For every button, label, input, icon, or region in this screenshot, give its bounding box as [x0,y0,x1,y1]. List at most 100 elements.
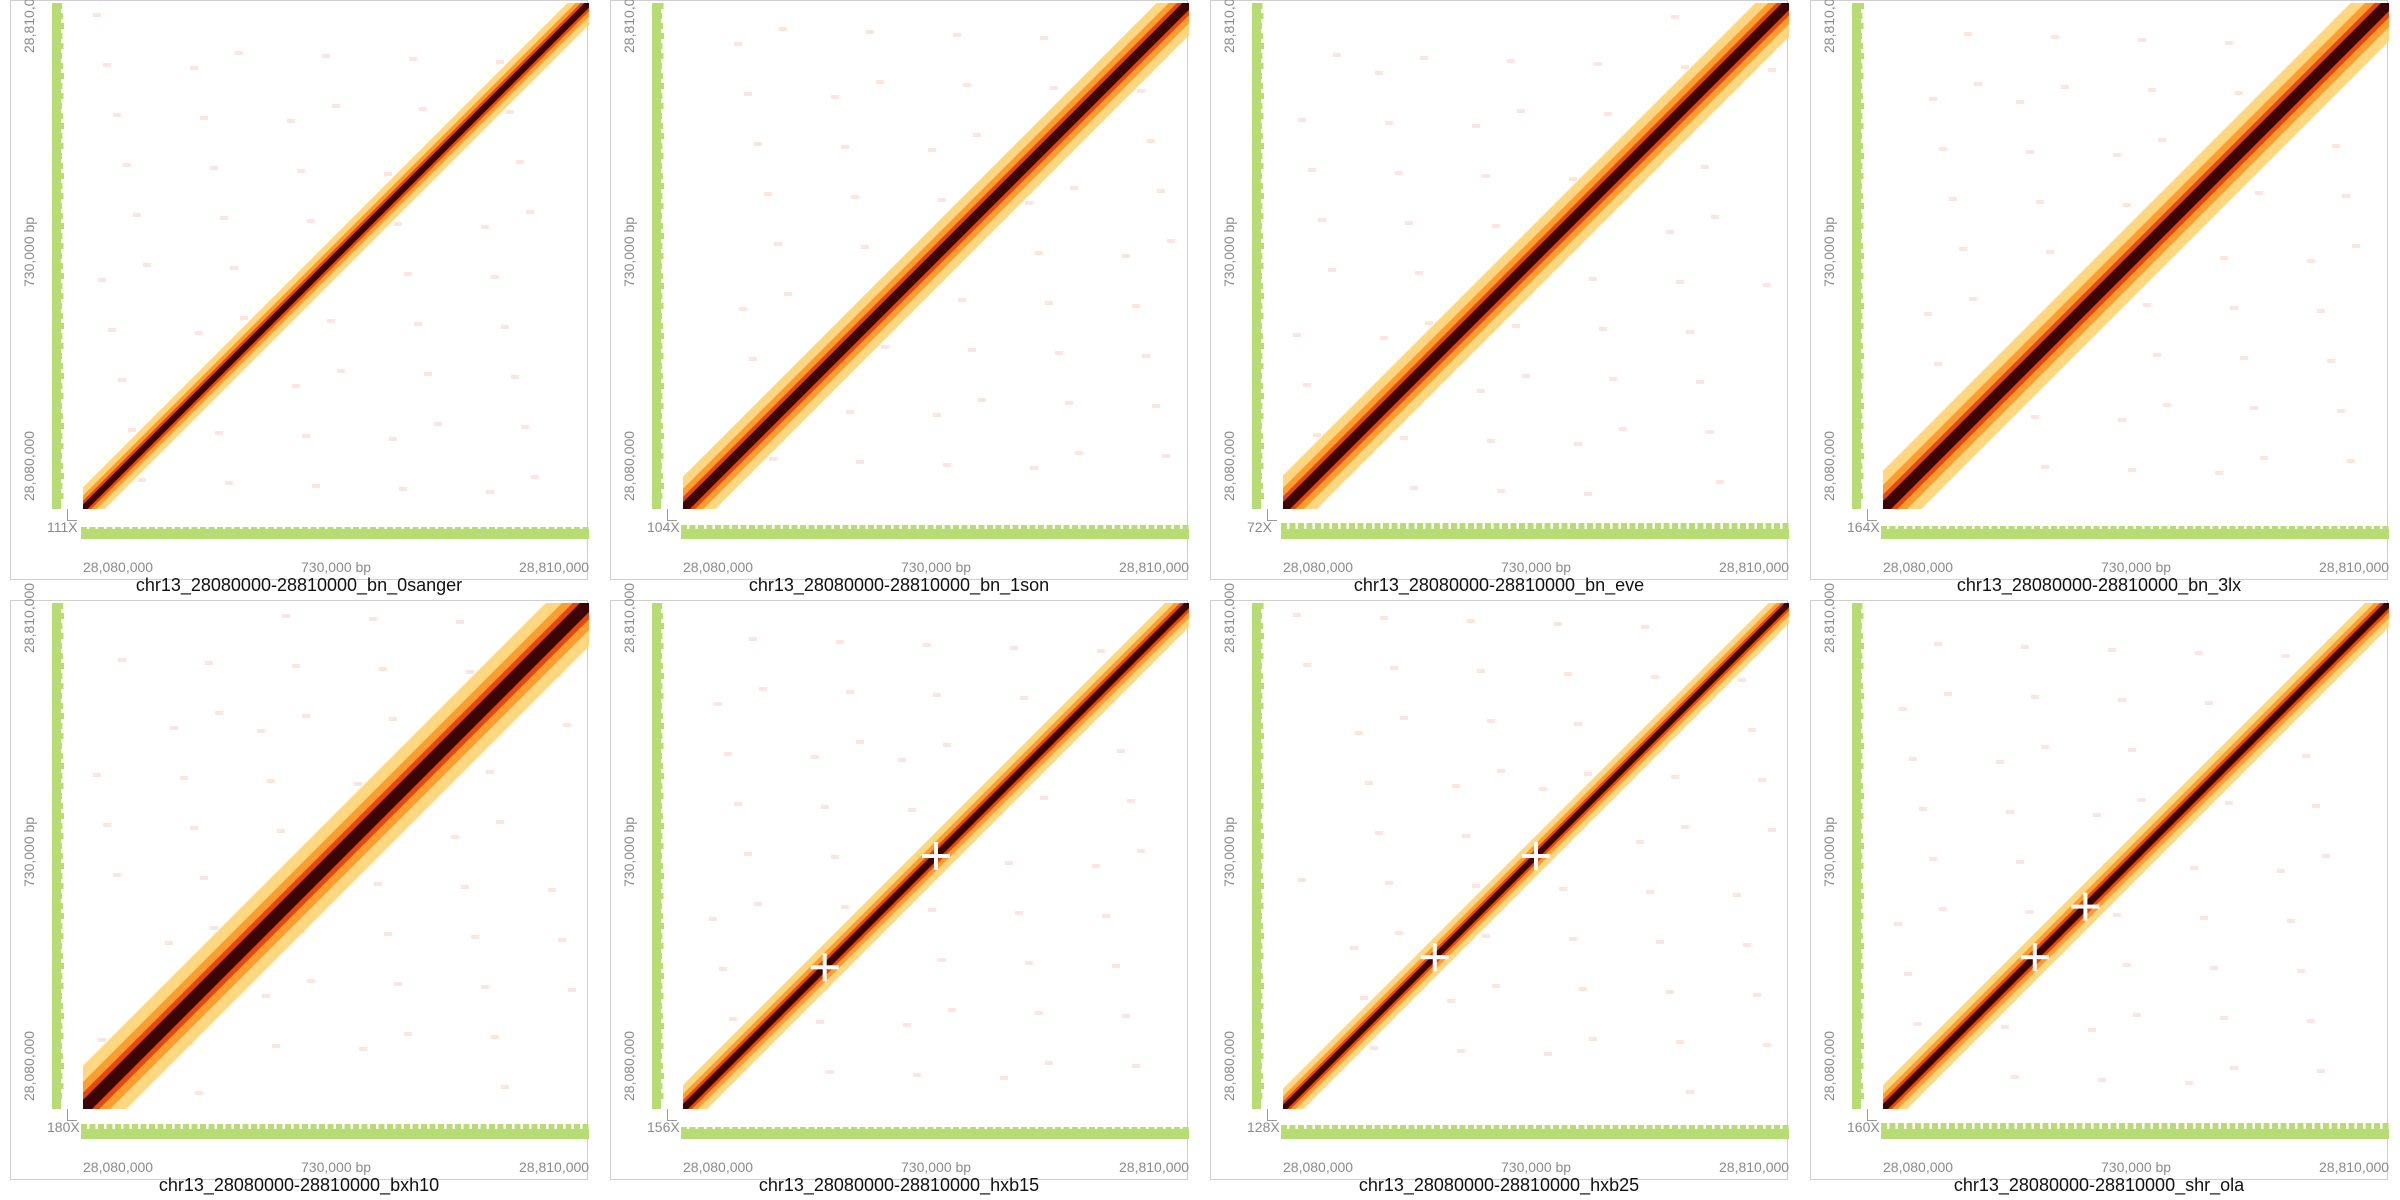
y-coverage-track [52,3,64,509]
y-axis-label-start: 28,080,000 [1221,430,1237,501]
coverage-depth-label: 104X [647,519,680,535]
axis-corner-tick [1267,509,1277,521]
x-axis-label-mid: 730,000 bp [2101,559,2172,575]
contact-heatmap[interactable] [1283,3,1789,509]
x-coverage-track [81,527,589,539]
y-axis-label-end: 28,810,000 [1821,0,1837,53]
x-axis-label-end: 28,810,000 [2319,1159,2390,1175]
x-axis-label-end: 28,810,000 [1119,559,1190,575]
x-axis-label-mid: 730,000 bp [301,559,372,575]
axis-corner-tick [667,509,677,521]
panel-title: chr13_28080000-28810000_bn_eve [1353,575,1645,595]
y-coverage-track [52,603,64,1109]
coverage-depth-label: 180X [47,1119,80,1135]
y-axis-label-end: 28,810,000 [1821,582,1837,653]
panel-frame: 28,810,000 730,000 bp 28,080,000 180X 28… [10,583,590,1180]
axis-corner-tick [1867,509,1877,521]
y-axis-label-mid: 730,000 bp [1821,816,1837,887]
y-coverage-track [652,3,664,509]
y-axis-label-end: 28,810,000 [1221,582,1237,653]
hic-panel: 28,810,000 730,000 bp 28,080,000 156X 28… [600,583,1200,1200]
y-axis-label-start: 28,080,000 [21,430,37,501]
panel-frame: 28,810,000 730,000 bp 28,080,000 128X 28… [1210,583,1790,1180]
y-axis-label-mid: 730,000 bp [1221,216,1237,287]
contact-heatmap[interactable] [1883,3,2389,509]
x-axis-label-end: 28,810,000 [2319,559,2390,575]
x-coverage-track [81,1124,589,1139]
hic-panel: 28,810,000 730,000 bp 28,080,000 104X 28… [600,0,1200,600]
axis-corner-tick [67,509,77,521]
y-axis-label-mid: 730,000 bp [1221,816,1237,887]
y-coverage-track [1252,3,1264,509]
x-axis-label-end: 28,810,000 [519,559,590,575]
y-axis-label-start: 28,080,000 [621,430,637,501]
x-coverage-track [681,525,1189,539]
y-coverage-track [1252,603,1264,1109]
x-axis-label-end: 28,810,000 [1119,1159,1190,1175]
contact-heatmap[interactable] [683,3,1189,509]
x-coverage-track [1281,1125,1789,1139]
contact-heatmap[interactable] [83,3,589,509]
y-axis-label-end: 28,810,000 [621,582,637,653]
panel-title: chr13_28080000-28810000_hxb25 [1358,1175,1640,1195]
y-axis-label-end: 28,810,000 [21,582,37,653]
y-axis-label-start: 28,080,000 [1821,1030,1837,1101]
y-axis-label-mid: 730,000 bp [21,816,37,887]
panel-title: chr13_28080000-28810000_hxb15 [758,1175,1040,1195]
axis-corner-tick [67,1109,77,1121]
panel-frame: 28,810,000 730,000 bp 28,080,000 111X 28… [10,0,590,580]
y-axis-label-end: 28,810,000 [1221,0,1237,53]
coverage-depth-label: 164X [1847,519,1880,535]
axis-corner-tick [1867,1109,1877,1121]
y-axis-label-start: 28,080,000 [21,1030,37,1101]
y-coverage-track [1852,603,1864,1109]
panel-frame: 28,810,000 730,000 bp 28,080,000 160X 28… [1810,583,2390,1180]
x-coverage-track [681,1127,1189,1139]
x-coverage-track [1281,523,1789,539]
contact-heatmap[interactable] [1283,603,1789,1109]
y-axis-label-start: 28,080,000 [1821,430,1837,501]
x-coverage-track [1881,526,2389,539]
coverage-depth-label: 72X [1247,519,1272,535]
hic-panel: 28,810,000 730,000 bp 28,080,000 72X 28,… [1200,0,1800,600]
x-axis-label-start: 28,080,000 [1283,1159,1354,1175]
axis-corner-tick [1267,1109,1277,1121]
panel-title: chr13_28080000-28810000_bn_1son [748,575,1050,595]
x-axis-label-start: 28,080,000 [1283,559,1354,575]
x-axis-label-mid: 730,000 bp [901,1159,972,1175]
y-coverage-track [652,603,664,1109]
panel-frame: 28,810,000 730,000 bp 28,080,000 164X 28… [1810,0,2390,580]
panel-title: chr13_28080000-28810000_bn_3lx [1956,575,2242,595]
x-axis-label-start: 28,080,000 [1883,1159,1954,1175]
hic-panel: 28,810,000 730,000 bp 28,080,000 128X 28… [1200,583,1800,1200]
coverage-depth-label: 128X [1247,1119,1280,1135]
y-coverage-track [1852,3,1864,509]
y-axis-label-end: 28,810,000 [621,0,637,53]
x-axis-label-start: 28,080,000 [1883,559,1954,575]
hic-panel: 28,810,000 730,000 bp 28,080,000 111X 28… [0,0,600,600]
x-axis-label-start: 28,080,000 [83,559,154,575]
panel-title: chr13_28080000-28810000_shr_ola [1953,1175,2245,1195]
hic-panel: 28,810,000 730,000 bp 28,080,000 164X 28… [1800,0,2400,600]
y-axis-label-start: 28,080,000 [621,1030,637,1101]
y-axis-label-mid: 730,000 bp [621,216,637,287]
x-axis-label-mid: 730,000 bp [2101,1159,2172,1175]
hic-panel: 28,810,000 730,000 bp 28,080,000 160X 28… [1800,583,2400,1200]
x-axis-label-start: 28,080,000 [683,559,754,575]
coverage-depth-label: 160X [1847,1119,1880,1135]
x-axis-label-mid: 730,000 bp [901,559,972,575]
contact-heatmap[interactable] [1883,603,2389,1109]
x-axis-label-end: 28,810,000 [1719,559,1790,575]
panel-frame: 28,810,000 730,000 bp 28,080,000 104X 28… [610,0,1190,580]
x-axis-label-end: 28,810,000 [1719,1159,1790,1175]
x-axis-label-mid: 730,000 bp [301,1159,372,1175]
y-axis-label-end: 28,810,000 [21,0,37,53]
contact-heatmap[interactable] [683,603,1189,1109]
x-axis-label-end: 28,810,000 [519,1159,590,1175]
hic-panel: 28,810,000 730,000 bp 28,080,000 180X 28… [0,583,600,1200]
panel-title: chr13_28080000-28810000_bn_0sanger [135,575,463,595]
x-axis-label-start: 28,080,000 [683,1159,754,1175]
panel-title: chr13_28080000-28810000_bxh10 [158,1175,440,1195]
contact-heatmap[interactable] [83,603,589,1109]
y-axis-label-start: 28,080,000 [1221,1030,1237,1101]
